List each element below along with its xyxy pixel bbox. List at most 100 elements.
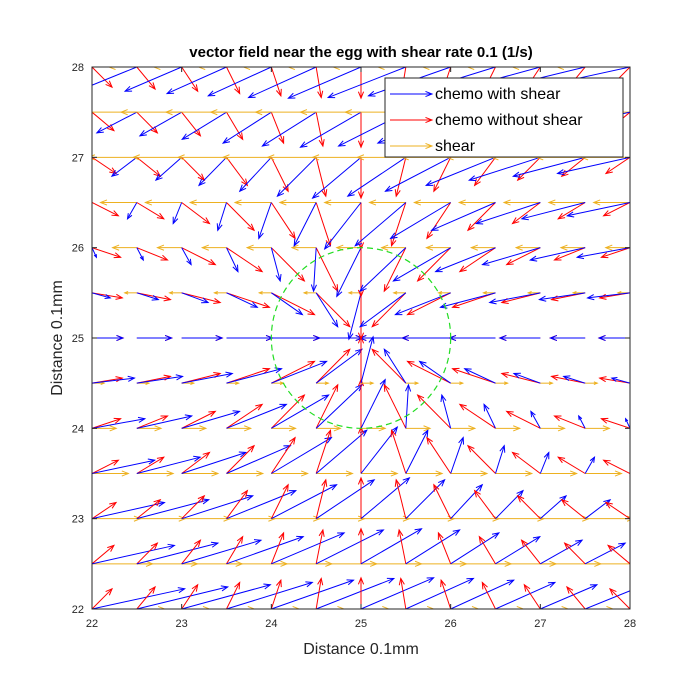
chemo-with-shear-arrow bbox=[92, 416, 147, 429]
chemo-without-shear-arrow bbox=[270, 531, 285, 565]
chemo-without-shear-arrow bbox=[315, 577, 324, 609]
shear-arrow bbox=[559, 244, 586, 251]
chemo-with-shear-arrow bbox=[226, 490, 298, 520]
chemo-without-shear-arrow bbox=[315, 292, 351, 328]
chemo-with-shear-arrow bbox=[530, 410, 541, 429]
chemo-with-shear-arrow bbox=[311, 156, 362, 199]
chemo-with-shear-arrow bbox=[511, 156, 586, 178]
chemo-without-shear-arrow bbox=[609, 587, 630, 609]
chemo-without-shear-arrow bbox=[92, 67, 113, 89]
legend-label: chemo with shear bbox=[435, 86, 561, 103]
chemo-with-shear-arrow bbox=[92, 375, 136, 384]
shear-arrow bbox=[361, 470, 399, 477]
chemo-without-shear-arrow bbox=[181, 583, 199, 609]
chemo-without-shear-arrow bbox=[600, 247, 630, 259]
chemo-with-shear-arrow bbox=[540, 539, 584, 565]
chemo-without-shear-arrow bbox=[92, 417, 122, 429]
chemo-with-shear-arrow bbox=[136, 585, 230, 609]
legend: chemo with shear chemo without shear shear bbox=[384, 77, 624, 158]
shear-arrow bbox=[380, 244, 406, 251]
shear-arrow bbox=[316, 381, 330, 385]
shear-arrow bbox=[405, 605, 480, 609]
x-tick-label: 28 bbox=[624, 618, 636, 630]
shear-arrow bbox=[226, 470, 265, 477]
chemo-without-shear-arrow bbox=[371, 292, 407, 328]
chemo-with-shear-arrow bbox=[136, 455, 202, 474]
legend-box bbox=[384, 77, 624, 158]
shear-arrow bbox=[437, 291, 451, 295]
chemo-without-shear-arrow bbox=[451, 292, 496, 309]
chemo-without-shear-arrow bbox=[226, 111, 244, 141]
chemo-with-shear-arrow bbox=[299, 111, 362, 148]
chemo-with-shear-arrow bbox=[430, 202, 496, 231]
chemo-without-shear-arrow bbox=[406, 292, 451, 316]
chemo-without-shear-arrow bbox=[481, 581, 496, 609]
chemo-with-shear-arrow bbox=[92, 543, 176, 565]
chemo-with-shear-arrow bbox=[261, 111, 317, 147]
y-tick-label: 28 bbox=[72, 62, 84, 74]
chemo-without-shear-arrow bbox=[505, 410, 541, 429]
chemo-with-shear-arrow bbox=[450, 483, 484, 520]
chemo-with-shear-arrow bbox=[354, 202, 407, 247]
chemo-with-shear-arrow bbox=[226, 247, 239, 273]
x-tick-label: 22 bbox=[86, 618, 98, 630]
chemo-with-shear-arrow bbox=[92, 458, 157, 474]
chemo-without-shear-arrow bbox=[566, 585, 586, 609]
shear-arrow bbox=[156, 244, 182, 251]
chemo-with-shear-arrow bbox=[138, 111, 182, 137]
chemo-with-shear-arrow bbox=[136, 414, 194, 429]
shear-arrow bbox=[540, 381, 554, 385]
chemo-with-shear-arrow bbox=[181, 539, 263, 565]
chemo-without-shear-arrow bbox=[92, 501, 118, 520]
shear-arrow bbox=[585, 563, 630, 565]
chemo-with-shear-arrow bbox=[271, 360, 328, 384]
chemo-with-shear-arrow bbox=[207, 67, 272, 97]
chemo-with-shear-arrow bbox=[467, 156, 541, 182]
chemo-with-shear-arrow bbox=[181, 371, 234, 384]
chemo-with-shear-arrow bbox=[136, 374, 184, 384]
chemo-without-shear-arrow bbox=[523, 583, 541, 609]
shear-arrow bbox=[257, 291, 272, 295]
shear-arrow bbox=[482, 291, 496, 295]
chemo-without-shear-arrow bbox=[500, 372, 541, 384]
chemo-with-shear-arrow bbox=[136, 334, 173, 342]
shear-arrow bbox=[111, 244, 137, 251]
shear-arrow bbox=[450, 381, 465, 385]
shear-arrow bbox=[361, 381, 375, 385]
chemo-with-shear-arrow bbox=[181, 334, 224, 342]
shear-arrow bbox=[316, 605, 391, 609]
chemo-without-shear-arrow bbox=[181, 292, 222, 304]
chemo-without-shear-arrow bbox=[604, 156, 630, 175]
chemo-with-shear-arrow bbox=[123, 67, 182, 92]
chemo-with-shear-arrow bbox=[238, 156, 272, 193]
shear-arrow bbox=[200, 244, 227, 251]
chemo-with-shear-arrow bbox=[495, 581, 557, 609]
axis-ticks: 22 23 24 25 26 27 28 22 23 24 25 26 27 28 bbox=[72, 62, 636, 630]
vector-field bbox=[92, 67, 630, 609]
chemo-with-shear-arrow bbox=[450, 532, 501, 565]
chemo-with-shear-arrow bbox=[226, 403, 288, 429]
chemo-with-shear-arrow bbox=[360, 378, 386, 429]
chemo-without-shear-arrow bbox=[315, 112, 325, 148]
chemo-with-shear-arrow bbox=[512, 372, 541, 384]
shear-arrow bbox=[413, 199, 451, 206]
chemo-without-shear-arrow bbox=[315, 428, 332, 474]
chemo-without-shear-arrow bbox=[181, 494, 206, 520]
chemo-with-shear-arrow bbox=[528, 247, 586, 262]
x-axis-label: Distance 0.1mm bbox=[303, 641, 419, 658]
shear-arrow bbox=[107, 67, 182, 71]
shear-arrow bbox=[181, 605, 256, 609]
shear-arrow bbox=[425, 244, 451, 251]
chemo-with-shear-arrow bbox=[538, 292, 586, 302]
chemo-with-shear-arrow bbox=[92, 247, 97, 259]
chemo-without-shear-arrow bbox=[136, 456, 165, 474]
chemo-without-shear-arrow bbox=[226, 489, 249, 519]
chemo-with-shear-arrow bbox=[625, 417, 630, 429]
shear-arrow bbox=[502, 199, 541, 206]
chemo-without-shear-arrow bbox=[600, 417, 630, 429]
shear-arrow bbox=[450, 470, 489, 477]
chemo-with-shear-arrow bbox=[172, 202, 183, 225]
chemo-with-shear-arrow bbox=[400, 334, 451, 342]
chemo-without-shear-arrow bbox=[440, 578, 452, 609]
chemo-with-shear-arrow bbox=[92, 500, 166, 520]
